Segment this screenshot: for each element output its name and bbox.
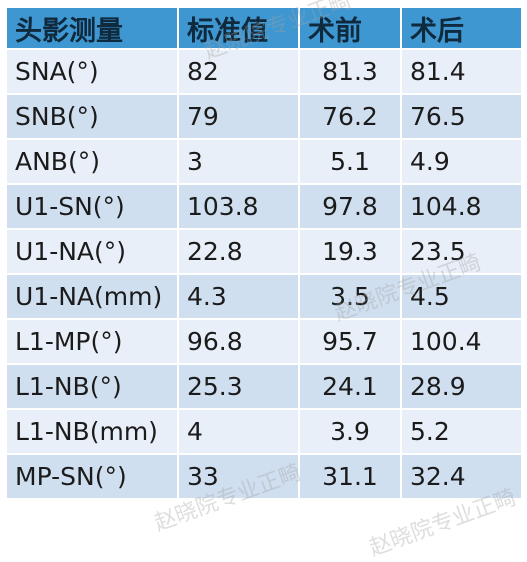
cell-measurement: SNA(°) — [5, 48, 179, 95]
cell-postop: 23.5 — [400, 228, 523, 275]
cell-measurement: L1-MP(°) — [5, 318, 179, 365]
header-postop: 术后 — [400, 6, 523, 50]
cell-standard: 33 — [177, 453, 300, 500]
cell-preop: 3.5 — [298, 273, 402, 320]
cell-standard: 96.8 — [177, 318, 300, 365]
cell-measurement: ANB(°) — [5, 138, 179, 185]
cell-standard: 4.3 — [177, 273, 300, 320]
cell-standard: 4 — [177, 408, 300, 455]
cell-preop: 31.1 — [298, 453, 402, 500]
table-row: L1-NB(mm) 4 3.9 5.2 — [5, 408, 523, 455]
cell-preop: 76.2 — [298, 93, 402, 140]
table-row: L1-MP(°) 96.8 95.7 100.4 — [5, 318, 523, 365]
cell-measurement: MP-SN(°) — [5, 453, 179, 500]
cell-preop: 19.3 — [298, 228, 402, 275]
cell-measurement: U1-NA(°) — [5, 228, 179, 275]
cell-standard: 103.8 — [177, 183, 300, 230]
header-measurement: 头影测量 — [5, 6, 179, 50]
cell-preop: 5.1 — [298, 138, 402, 185]
cell-standard: 22.8 — [177, 228, 300, 275]
cell-preop: 97.8 — [298, 183, 402, 230]
cell-standard: 79 — [177, 93, 300, 140]
header-row: 头影测量 标准值 术前 术后 — [5, 6, 523, 50]
cell-postop: 100.4 — [400, 318, 523, 365]
cell-preop: 95.7 — [298, 318, 402, 365]
table-row: L1-NB(°) 25.3 24.1 28.9 — [5, 363, 523, 410]
header-preop: 术前 — [298, 6, 402, 50]
cell-measurement: SNB(°) — [5, 93, 179, 140]
table-row: SNA(°) 82 81.3 81.4 — [5, 48, 523, 95]
cell-standard: 82 — [177, 48, 300, 95]
cell-standard: 25.3 — [177, 363, 300, 410]
cell-postop: 81.4 — [400, 48, 523, 95]
cell-postop: 5.2 — [400, 408, 523, 455]
table-row: U1-SN(°) 103.8 97.8 104.8 — [5, 183, 523, 230]
cell-standard: 3 — [177, 138, 300, 185]
cell-postop: 104.8 — [400, 183, 523, 230]
table-row: U1-NA(°) 22.8 19.3 23.5 — [5, 228, 523, 275]
cell-measurement: L1-NB(°) — [5, 363, 179, 410]
cell-measurement: L1-NB(mm) — [5, 408, 179, 455]
cephalometric-table: 头影测量 标准值 术前 术后 SNA(°) 82 81.3 81.4 SNB(°… — [5, 6, 523, 500]
header-standard: 标准值 — [177, 6, 300, 50]
cell-postop: 28.9 — [400, 363, 523, 410]
cell-postop: 76.5 — [400, 93, 523, 140]
cell-preop: 81.3 — [298, 48, 402, 95]
cell-preop: 24.1 — [298, 363, 402, 410]
cell-postop: 32.4 — [400, 453, 523, 500]
table-row: U1-NA(mm) 4.3 3.5 4.5 — [5, 273, 523, 320]
cell-postop: 4.9 — [400, 138, 523, 185]
cell-preop: 3.9 — [298, 408, 402, 455]
cell-measurement: U1-NA(mm) — [5, 273, 179, 320]
table-row: ANB(°) 3 5.1 4.9 — [5, 138, 523, 185]
cell-measurement: U1-SN(°) — [5, 183, 179, 230]
cell-postop: 4.5 — [400, 273, 523, 320]
table-row: MP-SN(°) 33 31.1 32.4 — [5, 453, 523, 500]
table-row: SNB(°) 79 76.2 76.5 — [5, 93, 523, 140]
